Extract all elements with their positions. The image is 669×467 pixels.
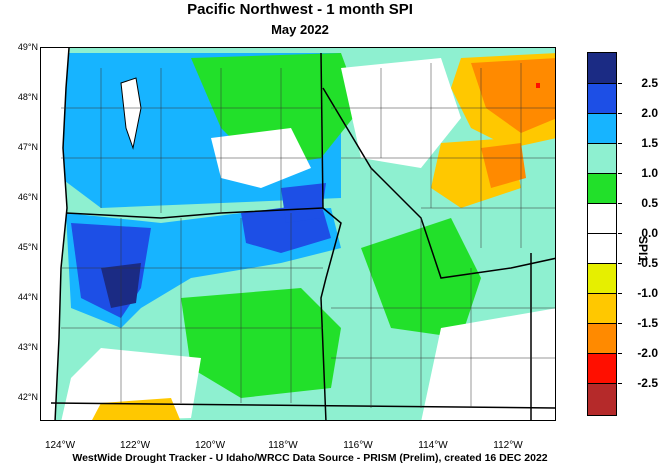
lon-label-114: 114°W: [418, 440, 448, 451]
map-subtitle: May 2022: [271, 22, 329, 37]
legend-tick: [618, 233, 622, 234]
legend-swatch-3: [588, 144, 616, 174]
lon-label-122: 122°W: [119, 440, 151, 451]
county-lines: [61, 63, 555, 408]
lon-label-116: 116°W: [343, 440, 373, 451]
legend-tick: [618, 323, 622, 324]
legend-swatch-9: [588, 324, 616, 354]
legend-swatch-8: [588, 294, 616, 324]
legend-label-neg-2-0: -2.0: [637, 346, 658, 360]
lat-label-44: 44°N: [17, 292, 38, 302]
legend-label-1-5: 1.5: [641, 136, 658, 150]
legend-tick: [618, 143, 622, 144]
legend-label-0-0: 0.0: [641, 226, 658, 240]
legend-tick: [618, 383, 622, 384]
lon-label-118: 118°W: [268, 440, 298, 451]
region-extreme-dry: [536, 83, 540, 88]
lat-label-45: 45°N: [17, 242, 38, 252]
id-mt-border: [322, 87, 555, 279]
lat-label-47: 47°N: [17, 142, 38, 152]
region-very-dry-2: [481, 143, 526, 188]
legend-label-2-5: 2.5: [641, 76, 658, 90]
lon-label-120: 120°W: [194, 440, 226, 451]
wa-id-border: [320, 52, 324, 209]
spi-map: [40, 47, 556, 421]
legend-label-neg-2-5: -2.5: [637, 376, 658, 390]
legend-label-0-5: 0.5: [641, 196, 658, 210]
lat-label-42: 42°N: [17, 392, 38, 402]
legend-tick: [618, 263, 622, 264]
legend-swatch-1: [588, 84, 616, 114]
region-near-normal-4: [421, 308, 555, 420]
lon-label-112: 112°W: [493, 440, 523, 451]
coastline: [54, 48, 70, 420]
legend-swatch-7: [588, 264, 616, 294]
region-very-dry-ne: [471, 58, 555, 133]
legend-tick: [618, 83, 622, 84]
legend-swatch-5: [588, 204, 616, 234]
legend-label-neg-0-5: -0.5: [637, 256, 658, 270]
legend-label-neg-1-0: -1.0: [637, 286, 658, 300]
legend-swatch-6: [588, 234, 616, 264]
legend-tick: [618, 113, 622, 114]
legend-swatch-0: [588, 53, 616, 84]
legend-label-neg-1-5: -1.5: [637, 316, 658, 330]
pacific-ocean: [41, 48, 69, 420]
lon-label-124: 124°W: [44, 440, 76, 451]
lat-label-48: 48°N: [17, 92, 38, 102]
legend-title: SPI1: [636, 236, 650, 263]
puget-sound: [120, 77, 142, 150]
data-source-credit: WestWide Drought Tracker - U Idaho/WRCC …: [72, 452, 548, 464]
legend-tick: [618, 353, 622, 354]
legend-swatch-4: [588, 174, 616, 204]
lat-label-43: 43°N: [17, 342, 38, 352]
or-id-border: [320, 207, 342, 420]
spi-map-canvas: [41, 48, 555, 420]
map-title: Pacific Northwest - 1 month SPI: [187, 1, 413, 18]
spi-legend: [587, 52, 617, 416]
wa-or-border: [65, 207, 324, 219]
legend-label-1-0: 1.0: [641, 166, 658, 180]
legend-swatch-11: [588, 384, 616, 415]
southern-border: [50, 402, 555, 409]
legend-tick: [618, 203, 622, 204]
legend-tick: [618, 293, 622, 294]
region-green-south: [181, 288, 341, 398]
lat-label-49: 49°N: [17, 42, 38, 52]
legend-swatch-10: [588, 354, 616, 384]
legend-label-2-0: 2.0: [641, 106, 658, 120]
legend-tick: [618, 173, 622, 174]
region-very-wet-2: [281, 183, 326, 223]
lat-label-46: 46°N: [17, 192, 38, 202]
legend-swatch-2: [588, 114, 616, 144]
